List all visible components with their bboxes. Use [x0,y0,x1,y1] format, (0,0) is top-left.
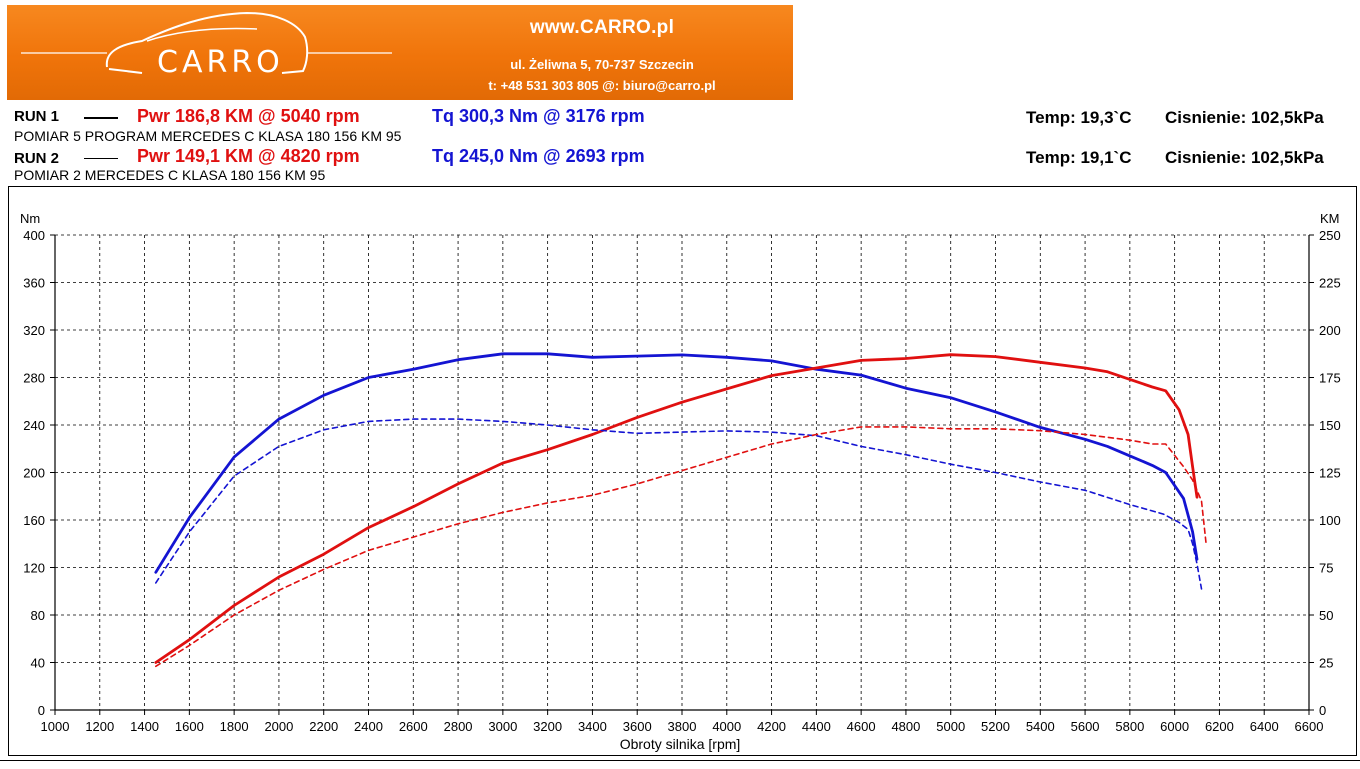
y-left-tick-label: 280 [23,371,45,386]
y-right-tick-label: 50 [1319,608,1333,623]
y-right-tick-label: 175 [1319,371,1341,386]
run1-pressure: Cisnienie: 102,5kPa [1165,108,1324,127]
run2-torque: Tq 245,0 Nm @ 2693 rpm [432,146,645,166]
run1-description: POMIAR 5 PROGRAM MERCEDES C KLASA 180 15… [14,128,402,144]
run2-temp: Temp: 19,1`C [1026,148,1132,167]
x-tick-label: 2200 [309,719,338,734]
x-tick-label: 5200 [981,719,1010,734]
x-tick-label: 4400 [802,719,831,734]
x-tick-label: 6200 [1205,719,1234,734]
x-tick-label: 1800 [220,719,249,734]
run1-line-sample [84,117,118,119]
run1-label: RUN 1 [14,108,60,125]
x-tick-label: 2400 [354,719,383,734]
y-left-tick-label: 40 [31,656,45,671]
x-tick-label: 4800 [891,719,920,734]
x-tick-label: 4600 [847,719,876,734]
run2-label: RUN 2 [14,150,60,167]
run2-power: Pwr 149,1 KM @ 4820 rpm [137,146,360,166]
y-left-tick-label: 80 [31,608,45,623]
y-left-tick-label: 400 [23,228,45,243]
y-left-tick-label: 0 [38,703,45,718]
header-banner: CARRO www.CARRO.pl ul. Żeliwna 5, 70-737… [7,5,793,100]
x-tick-label: 2000 [264,719,293,734]
y-right-tick-label: 225 [1319,276,1341,291]
x-tick-label: 1600 [175,719,204,734]
y-right-tick-label: 25 [1319,656,1333,671]
x-tick-label: 5000 [936,719,965,734]
x-tick-label: 5800 [1115,719,1144,734]
series-line-tq-run-1 [154,352,1199,574]
x-tick-label: 3000 [488,719,517,734]
x-tick-label: 1400 [130,719,159,734]
y-left-tick-label: 360 [23,276,45,291]
x-tick-label: 6000 [1160,719,1189,734]
run1-power: Pwr 186,8 KM @ 5040 rpm [137,106,360,126]
y-left-tick-label: 200 [23,466,45,481]
y-right-tick-label: 100 [1319,513,1341,528]
car-logo-icon [21,11,392,74]
x-axis-label: Obroty silnika [rpm] [620,736,741,752]
y-right-tick-label: 200 [1319,323,1341,338]
x-tick-label: 2600 [399,719,428,734]
x-tick-label: 1200 [85,719,114,734]
run2-pressure: Cisnienie: 102,5kPa [1165,148,1324,167]
address: ul. Żeliwna 5, 70-737 Szczecin [510,57,694,72]
y-right-tick-label: 0 [1319,703,1326,718]
run1-torque: Tq 300,3 Nm @ 3176 rpm [432,106,645,126]
chart-frame [8,186,1357,756]
x-tick-label: 4200 [757,719,786,734]
x-tick-label: 1000 [41,719,70,734]
x-tick-label: 2800 [444,719,473,734]
y-axis-right-label: KM [1320,211,1340,226]
series-line-pwr-run-1 [154,353,1199,664]
y-right-tick-label: 125 [1319,466,1341,481]
site-url[interactable]: www.CARRO.pl [529,17,675,38]
logo-text: CARRO [157,45,284,80]
footer-divider [0,760,1360,769]
x-tick-label: 3200 [533,719,562,734]
x-tick-label: 6600 [1295,719,1324,734]
y-left-tick-label: 320 [23,323,45,338]
series-line-tq-run-2 [155,418,1203,590]
y-right-tick-label: 150 [1319,418,1341,433]
y-left-tick-label: 120 [23,561,45,576]
x-tick-label: 4000 [712,719,741,734]
x-tick-label: 3600 [623,719,652,734]
x-tick-label: 3800 [668,719,697,734]
x-tick-label: 6400 [1250,719,1279,734]
run1-temp: Temp: 19,3`C [1026,108,1132,127]
x-tick-label: 3400 [578,719,607,734]
y-axis-left-label: Nm [20,211,40,226]
y-right-tick-label: 75 [1319,561,1333,576]
run2-description: POMIAR 2 MERCEDES C KLASA 180 156 KM 95 [14,167,326,183]
x-tick-label: 5600 [1071,719,1100,734]
x-tick-label: 5400 [1026,719,1055,734]
y-left-tick-label: 240 [23,418,45,433]
contact-info: t: +48 531 303 805 @: biuro@carro.pl [488,78,716,93]
run2-line-sample [84,158,118,159]
series-line-pwr-run-2 [155,426,1207,668]
y-right-tick-label: 250 [1319,228,1341,243]
y-left-tick-label: 160 [23,513,45,528]
